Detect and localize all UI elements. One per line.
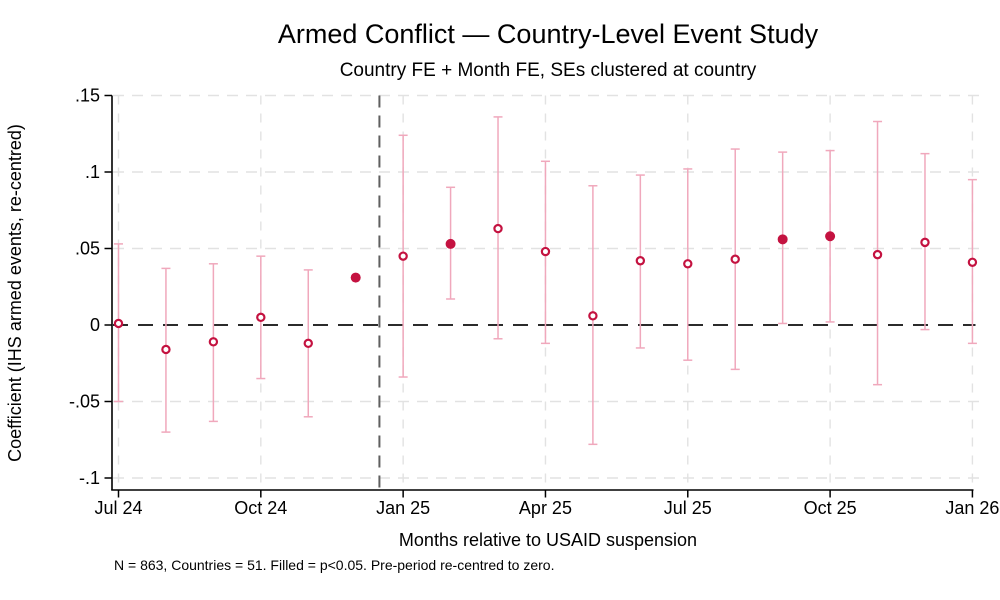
x-tick-label: Jan 26: [945, 498, 999, 518]
y-axis-title: Coefficient (IHS armed events, re-centre…: [5, 124, 25, 462]
x-tick-label: Jul 25: [664, 498, 712, 518]
coefficient-point-hollow: [398, 251, 408, 261]
confidence-intervals-layer: [114, 116, 977, 446]
y-tick-label: -.05: [69, 392, 100, 412]
coefficient-point-hollow: [256, 312, 266, 323]
coefficient-point-filled: [445, 238, 456, 249]
x-tick-label: Oct 24: [234, 498, 287, 518]
coefficient-point-filled: [350, 272, 361, 283]
axes-layer: .15 .1 .05 0 -.05 -.1 Jul 24 Oct 24 Jan 25 Apr 25…: [69, 86, 999, 518]
chart-subtitle: Country FE + Month FE, SEs clustered at …: [340, 60, 757, 81]
coefficient-point-hollow: [683, 259, 693, 269]
y-tick-label: .15: [75, 86, 100, 106]
coefficient-point-hollow: [967, 257, 978, 267]
coefficient-point-hollow: [161, 344, 171, 355]
coefficient-point-hollow: [113, 318, 124, 329]
coefficient-markers-layer: [113, 223, 978, 355]
coefficient-point-filled: [825, 231, 836, 242]
chart-title: Armed Conflict — Country-Level Event Stu…: [278, 19, 819, 49]
coefficient-point-hollow: [635, 256, 646, 266]
x-tick-label: Jul 24: [94, 498, 142, 518]
y-tick-label: .1: [85, 162, 100, 182]
coefficient-point-hollow: [540, 246, 551, 257]
coefficient-point-hollow: [303, 338, 313, 349]
coefficient-point-hollow: [208, 337, 219, 347]
gridlines-layer: [113, 94, 986, 489]
coefficient-point-hollow: [872, 249, 883, 260]
x-tick-label: Apr 25: [519, 498, 572, 518]
figure-note: N = 863, Countries = 51. Filled = p<0.05…: [114, 557, 554, 573]
y-tick-label: .05: [75, 239, 100, 259]
x-axis-title: Months relative to USAID suspension: [399, 530, 697, 550]
coefficient-point-hollow: [920, 237, 930, 248]
y-tick-label: 0: [90, 315, 100, 335]
x-tick-label: Jan 25: [376, 498, 430, 518]
coefficient-point-filled: [777, 234, 788, 245]
coefficient-point-hollow: [493, 223, 503, 234]
y-tick-label: -.1: [79, 468, 100, 488]
coefficient-point-hollow: [588, 311, 598, 321]
x-tick-label: Oct 25: [804, 498, 857, 518]
coefficient-point-hollow: [730, 254, 740, 264]
reference-lines-layer: [113, 95, 976, 490]
